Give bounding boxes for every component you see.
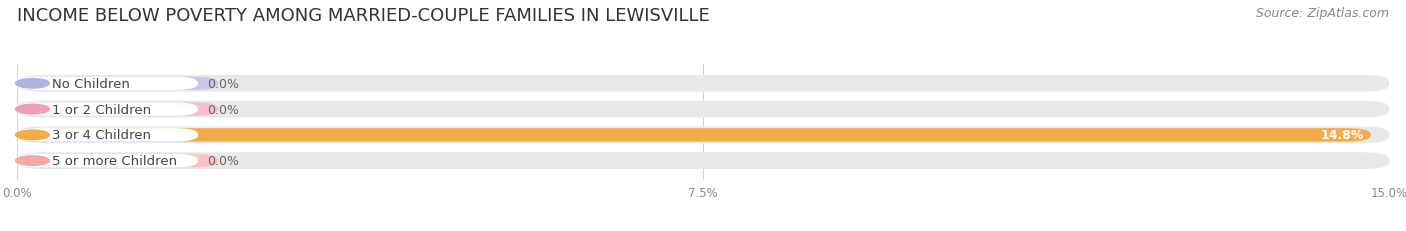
FancyBboxPatch shape — [15, 129, 198, 142]
Text: 14.8%: 14.8% — [1320, 129, 1364, 142]
Circle shape — [15, 131, 49, 140]
Circle shape — [15, 105, 49, 114]
Text: 5 or more Children: 5 or more Children — [52, 155, 177, 167]
Text: 0.0%: 0.0% — [207, 77, 239, 90]
FancyBboxPatch shape — [17, 103, 218, 116]
Circle shape — [15, 156, 49, 166]
FancyBboxPatch shape — [17, 129, 1371, 142]
FancyBboxPatch shape — [17, 77, 218, 91]
Text: No Children: No Children — [52, 77, 129, 90]
FancyBboxPatch shape — [15, 77, 198, 91]
Text: 1 or 2 Children: 1 or 2 Children — [52, 103, 150, 116]
FancyBboxPatch shape — [17, 154, 218, 168]
FancyBboxPatch shape — [15, 103, 198, 116]
Text: 0.0%: 0.0% — [207, 155, 239, 167]
FancyBboxPatch shape — [15, 154, 198, 168]
Text: Source: ZipAtlas.com: Source: ZipAtlas.com — [1256, 7, 1389, 20]
Text: 0.0%: 0.0% — [207, 103, 239, 116]
Circle shape — [15, 79, 49, 89]
Text: 3 or 4 Children: 3 or 4 Children — [52, 129, 150, 142]
FancyBboxPatch shape — [17, 127, 1389, 144]
FancyBboxPatch shape — [17, 153, 1389, 169]
FancyBboxPatch shape — [17, 76, 1389, 92]
FancyBboxPatch shape — [17, 101, 1389, 118]
Text: INCOME BELOW POVERTY AMONG MARRIED-COUPLE FAMILIES IN LEWISVILLE: INCOME BELOW POVERTY AMONG MARRIED-COUPL… — [17, 7, 710, 25]
